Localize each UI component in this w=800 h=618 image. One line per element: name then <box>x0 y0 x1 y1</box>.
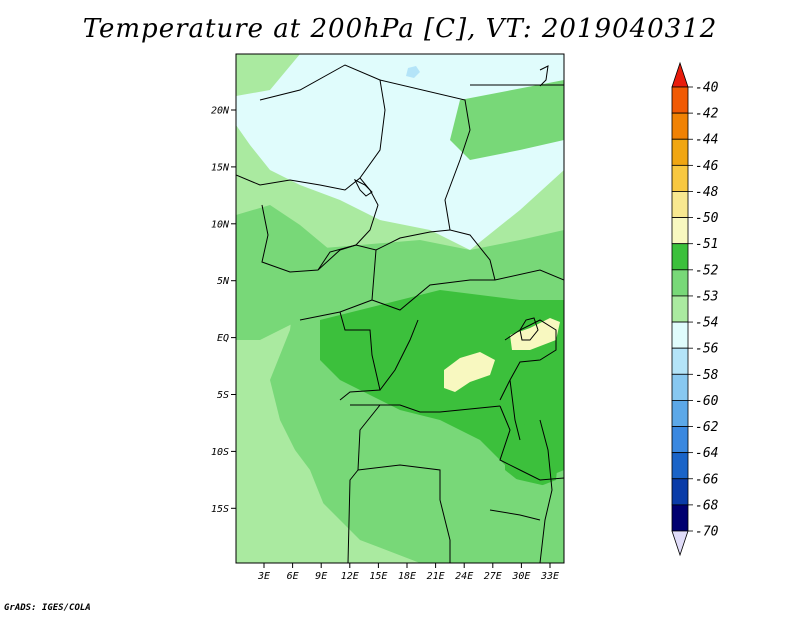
lat-label: 10S <box>211 447 229 458</box>
colorbar-bottom-arrow <box>671 530 689 557</box>
lat-label: 5N <box>217 276 230 287</box>
border-line <box>236 174 361 191</box>
border-line <box>379 79 496 281</box>
border-line <box>499 405 564 481</box>
colorbar-segment <box>671 86 689 114</box>
field-region-central-52 <box>320 290 564 480</box>
colorbar-top-arrow <box>671 61 689 88</box>
lon-label: 21E <box>427 571 445 582</box>
colorbar-label: -68 <box>695 498 719 513</box>
colorbar-segment <box>671 191 689 218</box>
colorbar-segment <box>671 164 689 192</box>
colorbar-label: -66 <box>695 472 719 487</box>
colorbar-label: -56 <box>695 342 719 357</box>
colorbar-segment <box>671 269 689 297</box>
colorbar-label: -52 <box>695 263 719 278</box>
border-line <box>489 509 541 521</box>
colorbar-segment <box>671 373 689 401</box>
colorbar-label: -53 <box>695 289 718 304</box>
border-line <box>371 249 564 311</box>
colorbar-segment <box>671 112 689 140</box>
plot-frame <box>235 53 565 564</box>
colorbar-segment <box>671 138 689 166</box>
lat-label: 5S <box>217 390 229 401</box>
border-line <box>509 379 521 441</box>
grads-credit: GrADS: IGES/COLA <box>4 603 91 613</box>
lat-label: EQ <box>217 333 229 344</box>
colorbar-label: -46 <box>695 159 719 174</box>
border-line <box>539 419 553 563</box>
longitude-axis: 3E 6E 9E 12E 15E 18E 21E 24E 27E 30E 33E <box>257 563 559 582</box>
lon-label: 30E <box>511 571 530 582</box>
colorbar-label: -60 <box>695 394 719 409</box>
colorbar-segment <box>671 504 689 532</box>
lon-label: 9E <box>315 571 327 582</box>
colorbar-label: -51 <box>695 237 718 252</box>
lat-label: 10N <box>211 219 230 230</box>
field-region-southeast-53 <box>430 470 564 563</box>
border-line <box>261 204 451 273</box>
border-line <box>357 464 451 563</box>
field-region-southwest-54 <box>236 420 350 563</box>
border-line <box>339 311 381 401</box>
colorbar-label: -70 <box>695 525 719 540</box>
colorbar-segment <box>671 478 689 506</box>
lon-label: 12E <box>341 571 359 582</box>
lon-label: 27E <box>484 571 502 582</box>
lon-label: 18E <box>398 571 416 582</box>
colorbar-label: -50 <box>695 211 719 226</box>
colorbar-label: -54 <box>695 316 718 331</box>
colorbar-label: -62 <box>695 420 719 435</box>
colorbar-segment <box>671 347 689 375</box>
colorbar-label: -44 <box>695 133 718 148</box>
lon-label: 33E <box>540 571 559 582</box>
lon-label: 3E <box>257 571 270 582</box>
latitude-axis: 20N 15N 10N 5N EQ 5S 10S 15S <box>211 106 236 515</box>
field-region-north-green <box>450 80 564 160</box>
colorbar-label: -64 <box>695 446 718 461</box>
field-region-east-52 <box>505 420 560 490</box>
lat-label: 20N <box>211 106 230 117</box>
border-line <box>350 404 501 413</box>
colorbar-segment <box>671 426 689 454</box>
lon-label: 6E <box>287 571 299 582</box>
colorbar-segment <box>671 295 689 323</box>
field-region-cold-spot <box>406 66 420 78</box>
field-region-warm-1 <box>444 352 495 392</box>
border-line <box>353 178 373 197</box>
colorbar-segment <box>671 321 689 349</box>
border-line <box>539 65 549 87</box>
temperature-field <box>236 54 564 563</box>
border-line <box>499 319 557 401</box>
colorbar-segment <box>671 400 689 427</box>
country-borders <box>236 64 564 563</box>
colorbar: -40 -42 -44 -46 -48 -50 -51 -52 -53 -54 -56 -58 -60 -… <box>671 61 719 557</box>
colorbar-label: -40 <box>695 81 719 96</box>
colorbar-segment <box>671 217 689 245</box>
lat-label: 15S <box>211 504 229 515</box>
lon-label: 24E <box>455 571 473 582</box>
lat-label: 15N <box>211 162 230 173</box>
border-line <box>519 317 539 341</box>
colorbar-segment <box>671 452 689 480</box>
colorbar-label: -42 <box>695 107 719 122</box>
border-line <box>379 319 419 391</box>
lon-label: 15E <box>369 571 387 582</box>
colorbar-label: -58 <box>695 368 719 383</box>
map-title: Temperature at 200hPa [C], VT: 201904031… <box>82 14 718 44</box>
colorbar-segment <box>671 243 689 271</box>
colorbar-label: -48 <box>695 185 719 200</box>
